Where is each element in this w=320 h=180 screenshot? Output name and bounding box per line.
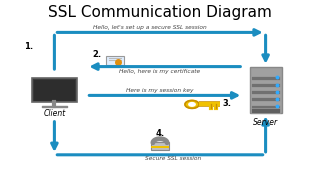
FancyBboxPatch shape: [251, 105, 280, 109]
Text: Secure SSL session: Secure SSL session: [145, 156, 201, 161]
FancyBboxPatch shape: [251, 76, 280, 80]
FancyBboxPatch shape: [151, 146, 169, 148]
Text: 1.: 1.: [24, 42, 33, 51]
Polygon shape: [185, 100, 199, 108]
FancyBboxPatch shape: [151, 142, 169, 150]
FancyBboxPatch shape: [34, 80, 75, 101]
Polygon shape: [189, 103, 195, 106]
Text: 3.: 3.: [222, 99, 231, 108]
Text: 2.: 2.: [93, 50, 102, 59]
Text: SSL Communication Diagram: SSL Communication Diagram: [48, 5, 272, 20]
FancyBboxPatch shape: [251, 108, 280, 112]
FancyBboxPatch shape: [32, 78, 77, 102]
Text: Here is my session key: Here is my session key: [126, 88, 194, 93]
Text: Server: Server: [253, 118, 278, 127]
FancyBboxPatch shape: [251, 90, 280, 94]
FancyBboxPatch shape: [106, 56, 124, 65]
FancyBboxPatch shape: [251, 97, 280, 101]
FancyBboxPatch shape: [251, 83, 280, 87]
Text: Client: Client: [43, 109, 66, 118]
Text: 4.: 4.: [156, 129, 164, 138]
Text: Hello, here is my certificate: Hello, here is my certificate: [119, 69, 201, 74]
FancyBboxPatch shape: [250, 67, 282, 113]
Text: Hello, let's set up a secure SSL session: Hello, let's set up a secure SSL session: [93, 25, 206, 30]
